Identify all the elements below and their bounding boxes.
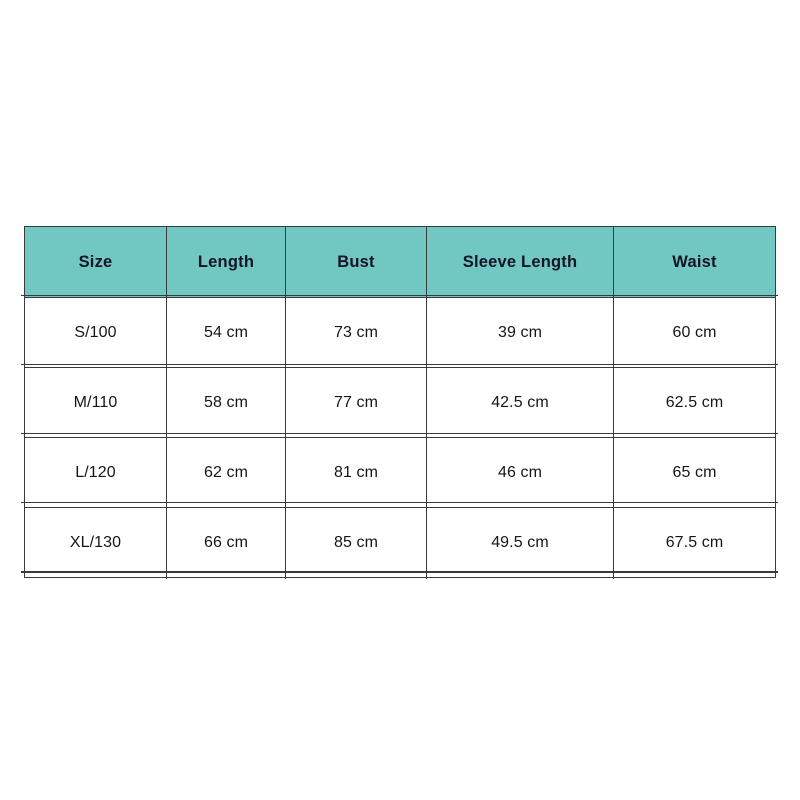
table-header: Size Length Bust Sleeve Length Waist: [24, 226, 776, 298]
table-body: S/100 54 cm 73 cm 39 cm 60 cm M/110 58 c…: [24, 297, 776, 578]
table-row: M/110 58 cm 77 cm 42.5 cm 62.5 cm: [24, 367, 776, 438]
column-header-length: Length: [166, 226, 286, 298]
cell-size: L/120: [24, 437, 167, 508]
cell-size: XL/130: [24, 507, 167, 578]
column-header-bust: Bust: [285, 226, 427, 298]
cell-size: S/100: [24, 297, 167, 368]
table-row: S/100 54 cm 73 cm 39 cm 60 cm: [24, 297, 776, 368]
cell-sleeve-length: 39 cm: [426, 297, 614, 368]
cell-bust: 73 cm: [285, 297, 427, 368]
cell-bust: 77 cm: [285, 367, 427, 438]
cell-length: 54 cm: [166, 297, 286, 368]
cell-sleeve-length: 46 cm: [426, 437, 614, 508]
table-row: L/120 62 cm 81 cm 46 cm 65 cm: [24, 437, 776, 508]
cell-length: 66 cm: [166, 507, 286, 578]
column-header-sleeve-length: Sleeve Length: [426, 226, 614, 298]
cell-waist: 67.5 cm: [613, 507, 776, 578]
cell-waist: 62.5 cm: [613, 367, 776, 438]
cell-waist: 65 cm: [613, 437, 776, 508]
cell-bust: 81 cm: [285, 437, 427, 508]
cell-sleeve-length: 49.5 cm: [426, 507, 614, 578]
cell-sleeve-length: 42.5 cm: [426, 367, 614, 438]
cell-length: 58 cm: [166, 367, 286, 438]
column-header-waist: Waist: [613, 226, 776, 298]
size-chart-table: Size Length Bust Sleeve Length Waist S/1…: [24, 226, 776, 578]
table-row: XL/130 66 cm 85 cm 49.5 cm 67.5 cm: [24, 507, 776, 578]
cell-length: 62 cm: [166, 437, 286, 508]
size-chart-table-wrapper: Size Length Bust Sleeve Length Waist S/1…: [21, 226, 778, 579]
column-header-size: Size: [24, 226, 167, 298]
cell-waist: 60 cm: [613, 297, 776, 368]
table-header-row: Size Length Bust Sleeve Length Waist: [24, 226, 776, 298]
cell-bust: 85 cm: [285, 507, 427, 578]
cell-size: M/110: [24, 367, 167, 438]
